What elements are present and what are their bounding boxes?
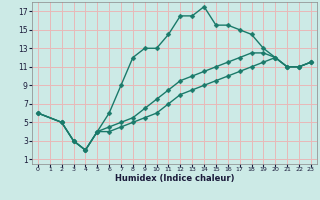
- X-axis label: Humidex (Indice chaleur): Humidex (Indice chaleur): [115, 174, 234, 183]
